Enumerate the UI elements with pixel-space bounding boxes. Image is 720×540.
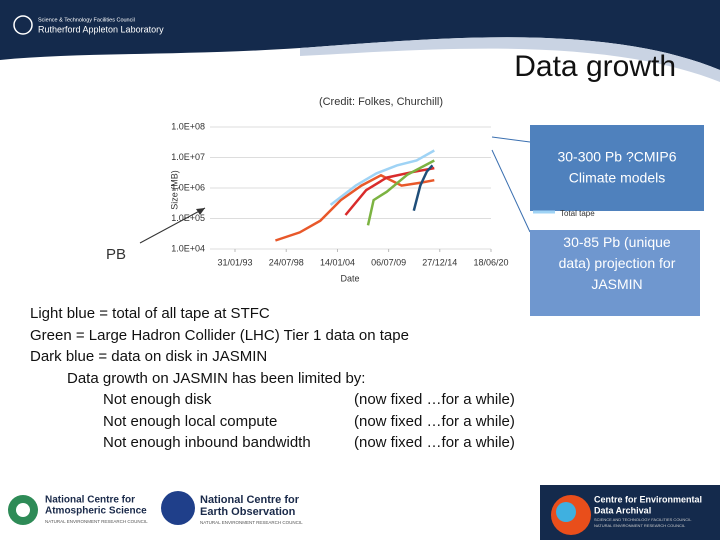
chart-credit: (Credit: Folkes, Churchill) bbox=[319, 96, 443, 108]
header-wave bbox=[300, 37, 720, 82]
logo-text: NATURAL ENVIRONMENT RESEARCH COUNCIL bbox=[200, 520, 303, 525]
ncas-logo-inner bbox=[16, 503, 30, 517]
body-line: Green = Large Hadron Collider (LHC) Tier… bbox=[30, 327, 409, 344]
limit-reason: Not enough local compute bbox=[103, 413, 277, 430]
callout-text: 30-85 Pb (unique data) projection for JASM… bbox=[559, 234, 676, 292]
callout-box bbox=[530, 230, 700, 316]
x-tick-label: 06/07/09 bbox=[371, 257, 406, 267]
logo-text: Atmospheric Science bbox=[45, 506, 147, 517]
x-tick-label: 24/07/98 bbox=[269, 257, 304, 267]
pb-arrow bbox=[139, 207, 206, 244]
series-line bbox=[366, 159, 435, 226]
body-line: Light blue = total of all tape at STFC bbox=[30, 305, 270, 322]
x-tick-label: 31/01/93 bbox=[217, 257, 252, 267]
series-line bbox=[329, 149, 435, 206]
logo-text: SCIENCE AND TECHNOLOGY FACILITIES COUNCI… bbox=[594, 517, 692, 522]
slide-title: Data growth bbox=[514, 50, 676, 83]
logo-text: Data Archival bbox=[594, 505, 651, 515]
y-tick-label: 1.0E+05 bbox=[171, 213, 205, 223]
callout-box bbox=[530, 125, 704, 211]
series-line bbox=[412, 164, 434, 212]
limit-status: (now fixed …for a while) bbox=[354, 434, 515, 451]
x-axis-label: Date bbox=[340, 273, 359, 283]
logo-text: Earth Observation bbox=[200, 506, 296, 518]
legend-label: Total tape bbox=[560, 209, 595, 218]
limit-status: (now fixed …for a while) bbox=[354, 391, 515, 408]
y-tick-label: 1.0E+07 bbox=[171, 152, 205, 162]
y-tick-label: 1.0E+04 bbox=[171, 243, 205, 253]
y-axis-label: Size (MB) bbox=[169, 170, 179, 210]
logo-text: Centre for Environmental bbox=[594, 494, 702, 504]
org-name: Science & Technology Facilities Council bbox=[38, 17, 135, 23]
series-line bbox=[344, 166, 435, 216]
callout-pointer bbox=[491, 149, 531, 233]
y-tick-label: 1.0E+08 bbox=[171, 121, 205, 131]
nceo-logo bbox=[161, 491, 195, 525]
ceda-logo-inner bbox=[556, 502, 576, 522]
x-tick-label: 27/12/14 bbox=[422, 257, 457, 267]
x-tick-label: 14/01/04 bbox=[320, 257, 355, 267]
header-band bbox=[0, 0, 720, 70]
callout-pointer bbox=[491, 136, 531, 143]
body-heading: Data growth on JASMIN has been limited b… bbox=[67, 370, 365, 387]
series-line bbox=[275, 173, 435, 242]
limit-reason: Not enough inbound bandwidth bbox=[103, 434, 311, 451]
pb-arrowhead bbox=[196, 208, 205, 215]
logo-text: NATURAL ENVIRONMENT RESEARCH COUNCIL bbox=[594, 523, 686, 528]
logo-text: NATURAL ENVIRONMENT RESEARCH COUNCIL bbox=[45, 519, 148, 524]
chart: (Credit: Folkes, Churchill) Size (MB) Da… bbox=[169, 96, 508, 283]
pb-label: PB bbox=[106, 246, 126, 263]
lab-name: Rutherford Appleton Laboratory bbox=[38, 24, 164, 34]
limit-status: (now fixed …for a while) bbox=[354, 413, 515, 430]
callout-text: 30-300 Pb ?CMIP6 Climate models bbox=[557, 148, 676, 185]
logo-text: National Centre for bbox=[200, 494, 300, 506]
y-tick-label: 1.0E+06 bbox=[171, 182, 205, 192]
limit-reason: Not enough disk bbox=[103, 391, 212, 408]
logo-text: National Centre for bbox=[45, 495, 135, 506]
stfc-logo bbox=[13, 15, 33, 35]
x-tick-label: 18/06/20 bbox=[473, 257, 508, 267]
body-line: Dark blue = data on disk in JASMIN bbox=[30, 348, 267, 365]
